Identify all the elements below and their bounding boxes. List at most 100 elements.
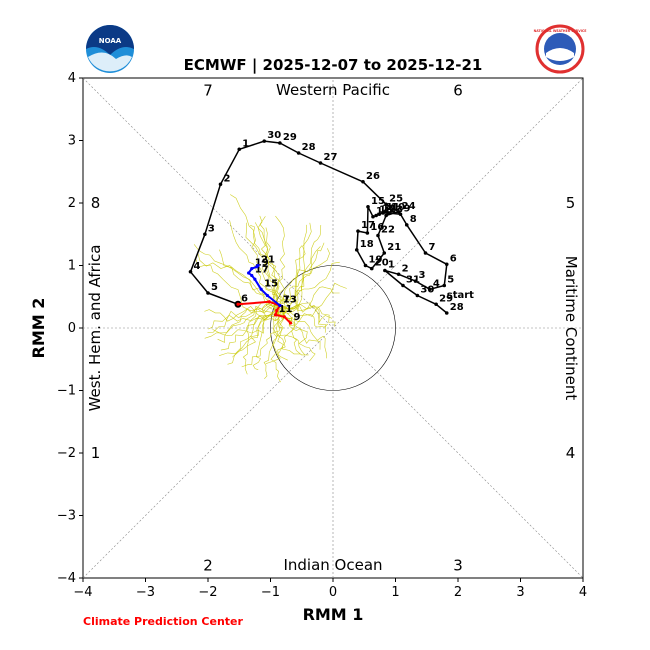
- data-label: 1: [242, 138, 249, 149]
- data-label: 15: [371, 196, 385, 207]
- phase-label: 1: [91, 444, 101, 462]
- data-label: 31: [406, 275, 420, 286]
- y-axis-label: RMM 2: [29, 298, 48, 359]
- ensemble-member-line: [282, 286, 340, 313]
- data-point: [247, 271, 251, 275]
- ensemble-member-line: [227, 303, 275, 365]
- phase-guide-lines: [82, 77, 584, 579]
- data-label: 13: [283, 295, 297, 306]
- data-point: [383, 268, 387, 273]
- region-left: West. Hem. and Africa: [86, 245, 104, 412]
- ensemble-member-line: [250, 225, 281, 306]
- data-point: [250, 267, 254, 271]
- data-label: 9: [294, 312, 301, 323]
- ensemble-member-line: [245, 222, 286, 313]
- data-label: 28: [302, 142, 316, 153]
- data-label: 23: [389, 205, 403, 216]
- data-label: 19: [369, 255, 383, 266]
- data-label: 5: [447, 275, 454, 286]
- y-tick-label: −4: [57, 571, 76, 586]
- ensemble-member-line: [220, 302, 281, 351]
- data-label: 5: [211, 282, 218, 293]
- nws-logo: NATIONAL WEATHER SERVICE: [534, 24, 586, 74]
- data-point: [273, 313, 278, 317]
- data-point: [188, 269, 193, 274]
- ensemble-member-line: [204, 301, 279, 339]
- x-tick-label: 4: [579, 585, 587, 600]
- data-point: [381, 211, 385, 215]
- phase-label: 8: [91, 194, 101, 212]
- data-label: 9: [404, 203, 411, 214]
- ensemble-member-line: [219, 303, 277, 356]
- y-tick-label: −2: [57, 446, 76, 461]
- data-point: [413, 279, 418, 283]
- x-axis-label: RMM 1: [303, 605, 364, 624]
- data-label: 7: [283, 295, 290, 306]
- phase-label: 5: [566, 194, 576, 212]
- noaa-logo: NOAA: [86, 25, 134, 73]
- data-label: 3: [419, 270, 426, 281]
- data-label: 26: [366, 171, 380, 182]
- data-label: 8: [410, 214, 417, 225]
- x-tick-label: −1: [261, 585, 280, 600]
- data-label: 15: [264, 278, 278, 289]
- x-tick-label: −2: [198, 585, 217, 600]
- data-point: [237, 147, 242, 152]
- ensemble-member-line: [212, 308, 287, 336]
- data-point: [376, 233, 380, 238]
- data-point: [278, 303, 282, 308]
- ensemble-member-line: [197, 253, 277, 311]
- data-point: [356, 229, 360, 233]
- data-point: [296, 151, 301, 155]
- noaa-logo-text: NOAA: [99, 37, 122, 45]
- data-label: 28: [450, 302, 464, 313]
- start-annotation: start: [447, 290, 474, 301]
- ensemble-member-line: [219, 249, 285, 317]
- data-point: [442, 283, 447, 288]
- data-point: [401, 283, 405, 288]
- data-point: [423, 251, 428, 255]
- data-label: 4: [433, 278, 440, 289]
- data-point: [361, 179, 365, 184]
- data-point: [288, 321, 293, 325]
- data-point: [434, 302, 438, 307]
- y-tick-label: 3: [68, 134, 76, 149]
- ensemble-member-line: [229, 220, 278, 305]
- data-label: 6: [241, 293, 248, 304]
- data-point: [444, 262, 449, 267]
- phase-label: 7: [203, 82, 213, 100]
- data-point: [256, 263, 260, 268]
- y-tick-label: 2: [68, 196, 76, 211]
- data-label: 16: [370, 222, 384, 233]
- x-tick-label: −3: [136, 585, 155, 600]
- ensemble-member-line: [263, 309, 279, 380]
- phase-label: 4: [566, 444, 576, 462]
- data-label: 30: [420, 285, 434, 296]
- data-point: [374, 213, 378, 218]
- ensemble-member-line: [284, 303, 336, 327]
- ensemble-member-line: [270, 305, 281, 383]
- data-label: 3: [208, 223, 215, 234]
- ensemble-member-line: [276, 306, 296, 361]
- data-point: [369, 266, 374, 271]
- ensemble-member-line: [283, 224, 308, 310]
- data-point: [275, 308, 279, 313]
- data-label: 12: [382, 203, 396, 214]
- data-point: [386, 211, 390, 215]
- data-point: [396, 209, 401, 214]
- data-label: 21: [387, 242, 401, 253]
- ensemble-member-line: [257, 215, 279, 316]
- ensemble-member-line: [208, 305, 285, 330]
- data-point: [253, 277, 257, 281]
- ensemble-member-line: [275, 215, 286, 304]
- data-label: 2: [224, 173, 231, 184]
- x-tick-label: 3: [516, 585, 524, 600]
- data-label: 6: [450, 253, 457, 264]
- x-tick-label: 2: [454, 585, 462, 600]
- y-tick-label: −3: [57, 509, 76, 524]
- data-label: 2: [402, 263, 409, 274]
- ensemble-member-line: [230, 194, 275, 303]
- data-point: [415, 293, 420, 298]
